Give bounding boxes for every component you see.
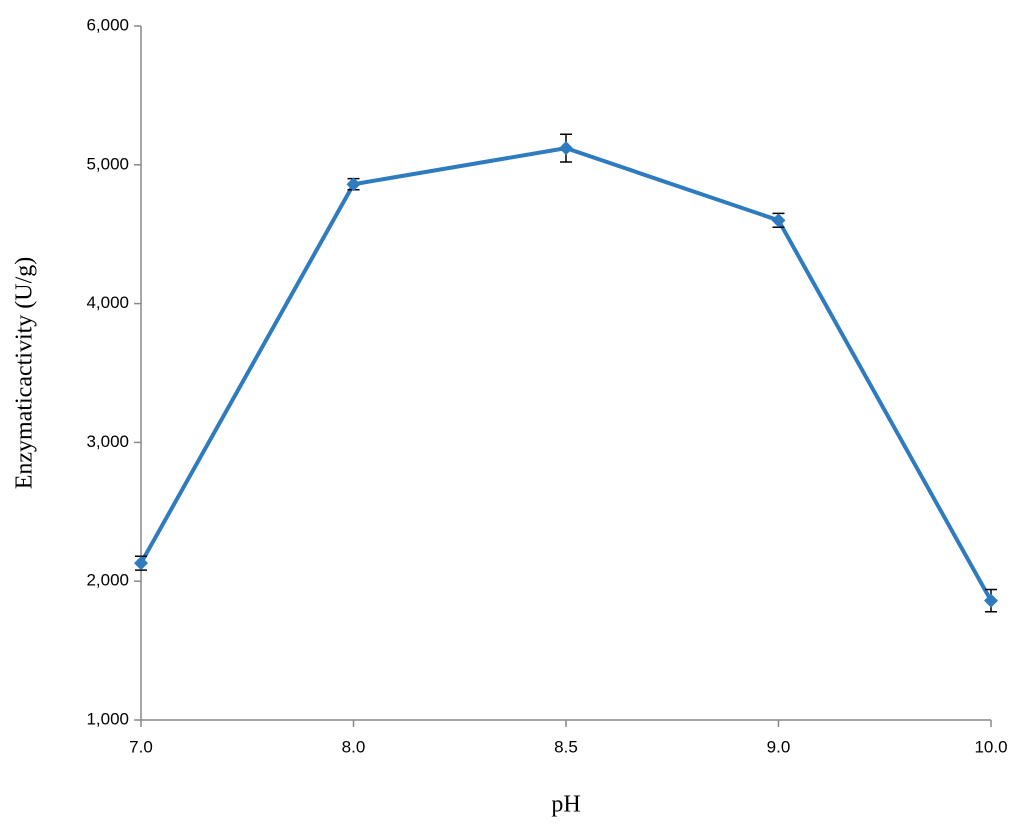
- data-point: [984, 593, 998, 608]
- data-point: [771, 213, 786, 228]
- x-tick-label: 7.0: [129, 737, 153, 756]
- data-point: [346, 177, 361, 192]
- x-tick-label: 10.0: [974, 737, 1007, 756]
- data-line: [139, 146, 993, 602]
- x-tick-label: 8.5: [554, 737, 578, 756]
- x-tick-label: 8.0: [342, 737, 366, 756]
- y-axis-title: Enzymaticactivity (U/g): [12, 257, 38, 490]
- data-point: [559, 141, 573, 156]
- y-tick-label: 4,000: [86, 293, 129, 312]
- y-tick-label: 5,000: [86, 154, 129, 173]
- y-tick-label: 2,000: [86, 571, 129, 590]
- data-point: [134, 556, 148, 571]
- y-tick-label: 3,000: [86, 432, 129, 451]
- y-tick-label: 1,000: [86, 709, 129, 728]
- y-tick-label: 6,000: [86, 15, 129, 34]
- x-axis-title: pH: [551, 792, 580, 818]
- x-tick-label: 9.0: [767, 737, 791, 756]
